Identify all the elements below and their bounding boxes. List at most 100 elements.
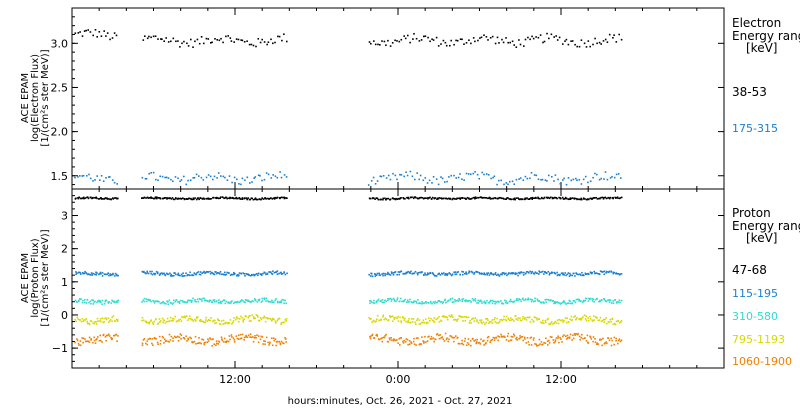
proton-series-4-point	[545, 337, 547, 340]
proton-series-0-point	[214, 197, 217, 199]
proton-series-0-point	[578, 198, 580, 200]
proton-series-4-point	[434, 338, 437, 341]
proton-series-1-point	[196, 272, 198, 274]
proton-series-3-point	[229, 319, 232, 321]
proton-series-2-point	[377, 299, 379, 302]
proton-series-3-point	[111, 316, 113, 319]
proton-ylabel-line-3: [1/(cm²s ster MeV)]	[40, 229, 51, 326]
proton-series-2-point	[473, 299, 475, 301]
proton-series-2-point	[261, 300, 264, 302]
proton-series-0-point	[92, 196, 94, 199]
proton-series-3-point	[580, 319, 582, 321]
proton-series-0-point	[434, 197, 437, 199]
proton-series-3-point	[450, 314, 453, 316]
proton-series-2-point	[457, 300, 459, 302]
proton-series-4-point	[191, 341, 194, 344]
proton-series-1-point	[487, 272, 490, 274]
proton-series-4-point	[529, 337, 532, 339]
proton-series-4-point	[262, 343, 264, 345]
electron-series-1-point	[217, 172, 220, 174]
proton-series-3-point	[259, 317, 262, 319]
proton-series-3-point	[184, 315, 186, 318]
electron-series-1-point	[187, 179, 189, 182]
electron-series-1-point	[529, 177, 531, 180]
proton-legend-label-3: 795-1193	[732, 333, 785, 346]
proton-series-0-point	[116, 197, 118, 200]
electron-series-1-point	[478, 177, 480, 180]
proton-series-2-point	[271, 301, 274, 303]
proton-series-1-point	[556, 271, 558, 274]
proton-series-1-point	[230, 273, 233, 276]
electron-series-1-point	[226, 179, 229, 181]
proton-series-4-point	[467, 338, 470, 340]
proton-series-0-point	[98, 198, 101, 200]
proton-series-3-point	[605, 317, 607, 319]
proton-series-1-point	[445, 273, 448, 276]
electron-series-0-point	[513, 44, 515, 46]
proton-series-0-point	[411, 196, 413, 198]
proton-series-2-point	[591, 300, 594, 302]
proton-series-1-point	[461, 270, 463, 273]
proton-series-3-point	[490, 321, 492, 323]
proton-series-3-point	[218, 323, 221, 325]
proton-series-2-point	[206, 300, 209, 302]
proton-series-1-point	[217, 272, 219, 274]
proton-series-2-point	[530, 300, 533, 303]
proton-series-1-point	[598, 273, 600, 275]
proton-series-1-point	[228, 272, 230, 274]
proton-series-2-point	[599, 300, 601, 303]
proton-series-3-point	[476, 320, 478, 323]
proton-series-2-point	[86, 298, 89, 301]
electron-series-1-point	[470, 173, 472, 176]
electron-series-0-point	[596, 42, 598, 45]
proton-series-1-point	[438, 273, 440, 275]
proton-series-0-point	[522, 198, 524, 200]
proton-series-4-point	[88, 336, 91, 339]
proton-series-4-point	[168, 341, 170, 343]
proton-series-1-point	[181, 275, 183, 277]
proton-series-4-point	[428, 335, 430, 338]
proton-series-4-point	[369, 336, 371, 338]
proton-series-4-point	[469, 340, 472, 342]
proton-series-0-point	[251, 197, 253, 200]
proton-series-4-point	[551, 336, 553, 338]
proton-series-3-point	[488, 321, 491, 323]
proton-series-3-point	[77, 318, 79, 321]
proton-series-3-point	[596, 317, 598, 319]
proton-series-3-point	[510, 317, 512, 319]
proton-series-4-point	[578, 335, 581, 338]
proton-series-2-point	[237, 300, 239, 303]
proton-series-2-point	[384, 299, 386, 302]
proton-series-3-point	[212, 320, 214, 323]
proton-series-3-point	[190, 318, 193, 321]
proton-series-2-point	[170, 302, 172, 304]
proton-series-4-point	[115, 333, 118, 336]
proton-series-4-point	[141, 342, 144, 345]
electron-series-0-point	[556, 39, 559, 41]
proton-series-0-point	[470, 197, 473, 200]
proton-series-4-point	[145, 342, 147, 345]
electron-series-1-point	[372, 176, 375, 179]
proton-series-4-point	[177, 340, 180, 342]
proton-series-1-point	[161, 272, 163, 274]
proton-series-2-point	[225, 300, 228, 303]
electron-series-1-point	[513, 183, 515, 185]
proton-series-4-point	[462, 343, 465, 346]
proton-series-4-point	[498, 336, 501, 338]
electron-series-0-point	[502, 41, 505, 44]
proton-series-2-point	[459, 299, 461, 302]
proton-series-2-point	[454, 299, 456, 301]
proton-series-4-point	[249, 333, 252, 335]
proton-series-1-point	[179, 274, 181, 277]
proton-series-0-point	[430, 198, 433, 200]
proton-series-1-point	[374, 275, 377, 277]
proton-series-0-point	[433, 197, 436, 199]
electron-series-1-point	[503, 183, 505, 186]
proton-series-0-point	[477, 197, 480, 199]
proton-series-1-point	[173, 274, 175, 277]
electron-series-0-point	[511, 40, 514, 43]
proton-series-0-point	[595, 196, 597, 199]
proton-series-4-point	[381, 340, 384, 343]
proton-series-1-point	[95, 274, 97, 276]
proton-series-2-point	[145, 300, 148, 303]
